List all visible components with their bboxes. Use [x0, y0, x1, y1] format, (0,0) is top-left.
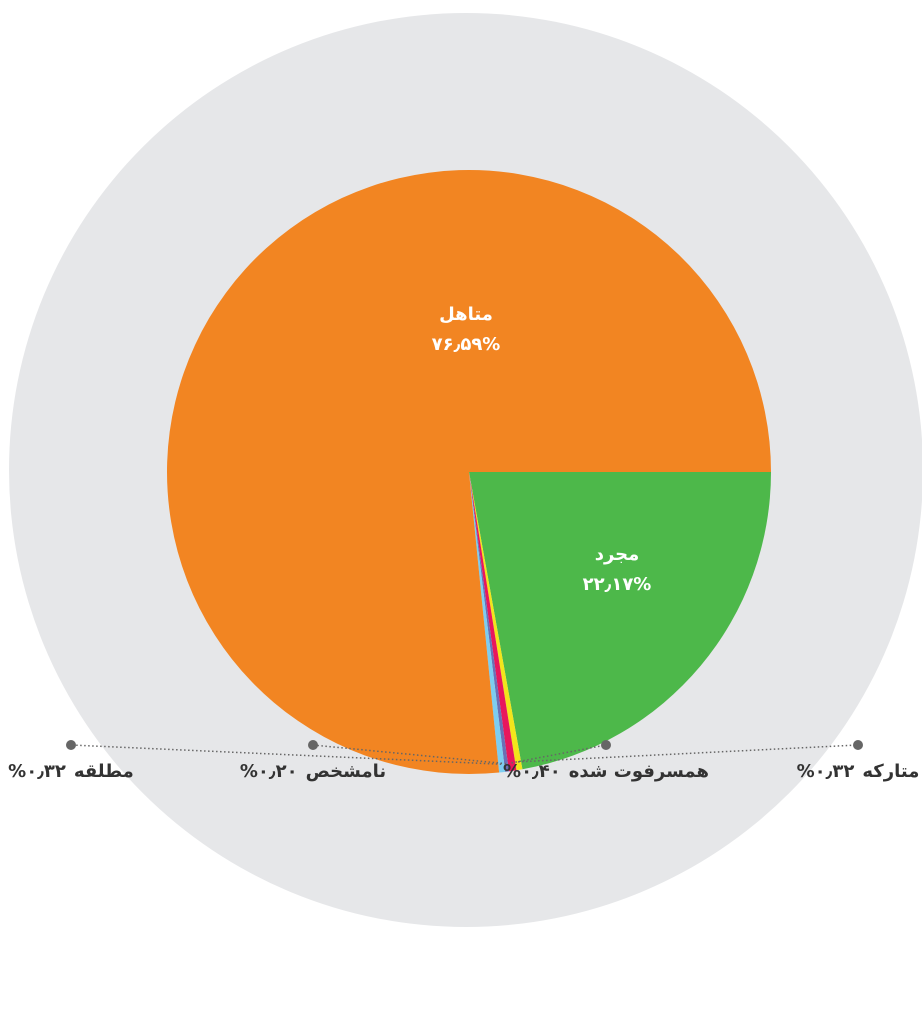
leader-line — [312, 744, 507, 765]
slice-name: نامشخص — [306, 761, 387, 782]
slice-value-label: ۲۲٫۱۷% — [583, 574, 652, 595]
slice-label: مطلقه ۰٫۳۲% — [8, 761, 134, 782]
pie-slice — [167, 170, 771, 775]
pie-slice — [469, 472, 771, 770]
slice-value-label: ۰٫۲۰% — [240, 761, 298, 782]
leader-line — [518, 744, 859, 763]
slice-value-label: ۰٫۳۲% — [8, 761, 66, 782]
slice-label: نامشخص ۰٫۲۰% — [240, 761, 386, 782]
slice-name: مطلقه — [74, 761, 134, 782]
leader-line — [511, 744, 607, 764]
slice-value-label: ۰٫۳۲% — [797, 761, 855, 782]
slice-name: همسرفوت شده — [569, 761, 709, 782]
slice-label: متارکه ۰٫۳۲% — [797, 761, 920, 782]
leader-dot — [853, 740, 863, 750]
pie-slice — [469, 472, 506, 773]
slice-value-label: ۰٫۴۰% — [503, 761, 561, 782]
pie-slice — [469, 472, 517, 772]
slice-name: متاهل — [439, 304, 493, 325]
leader-dot — [601, 740, 611, 750]
slice-name: مجرد — [595, 544, 640, 565]
leader-dot — [66, 740, 76, 750]
slice-value-label: ۷۶٫۵۹% — [432, 334, 501, 355]
leader-dot — [308, 740, 318, 750]
slice-label: همسرفوت شده ۰٫۴۰% — [503, 761, 709, 782]
slice-name: متارکه — [862, 761, 919, 782]
pie-slice — [469, 472, 523, 771]
pie-slice — [469, 472, 509, 772]
